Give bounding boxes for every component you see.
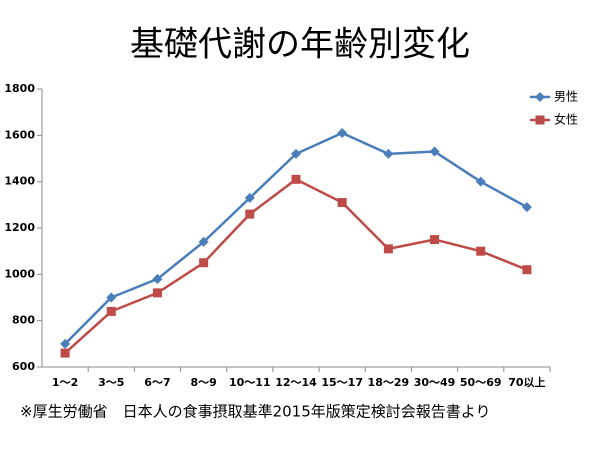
y-tick-label: 1000 [4,267,35,280]
data-point [198,236,209,247]
data-point [106,306,116,316]
x-tick-label: 10～11 [229,376,271,389]
y-tick-label: 1200 [4,221,35,234]
y-tick-label: 800 [12,314,35,327]
legend-label: 男性 [554,90,578,104]
data-point [383,244,393,254]
data-point [152,288,162,298]
data-point [199,258,209,268]
legend-marker [535,115,545,125]
x-tick-label: 3～5 [98,376,124,389]
data-point [244,192,255,203]
x-tick-label: 8～9 [190,376,216,389]
footnote: ※厚生労働省 日本人の食事摂取基準2015年版策定検討会報告書より [20,403,490,421]
data-point [60,348,70,358]
chart-title: 基礎代謝の年齢別変化 [130,25,470,65]
data-point [291,148,301,159]
x-tick-label: 6～7 [144,376,170,389]
data-point [430,235,440,245]
x-tick-label: 70以上 [508,375,545,389]
data-point [291,174,301,184]
y-tick-label: 1600 [4,128,35,141]
data-point [522,265,532,275]
data-point [106,292,117,303]
data-point [475,176,486,187]
data-point [337,128,348,139]
x-tick-label: 50～69 [460,376,502,389]
data-point [521,202,532,213]
y-tick-label: 600 [12,360,35,373]
data-point [383,148,394,159]
data-point [476,246,486,256]
legend-marker [535,92,545,102]
data-point [60,338,71,349]
x-tick-label: 1～2 [52,376,78,389]
data-point [245,209,255,219]
data-point [337,198,347,208]
series-line [64,131,528,345]
x-tick-label: 18～29 [368,376,410,389]
x-tick-label: 15～17 [321,376,363,389]
y-tick-label: 1400 [4,175,35,188]
x-tick-label: 12～14 [275,376,317,389]
legend-label: 女性 [554,112,578,127]
x-tick-label: 30～49 [414,376,456,389]
series-line [64,177,528,355]
data-point [152,273,163,284]
data-point [429,146,440,157]
y-tick-label: 1800 [4,82,35,95]
